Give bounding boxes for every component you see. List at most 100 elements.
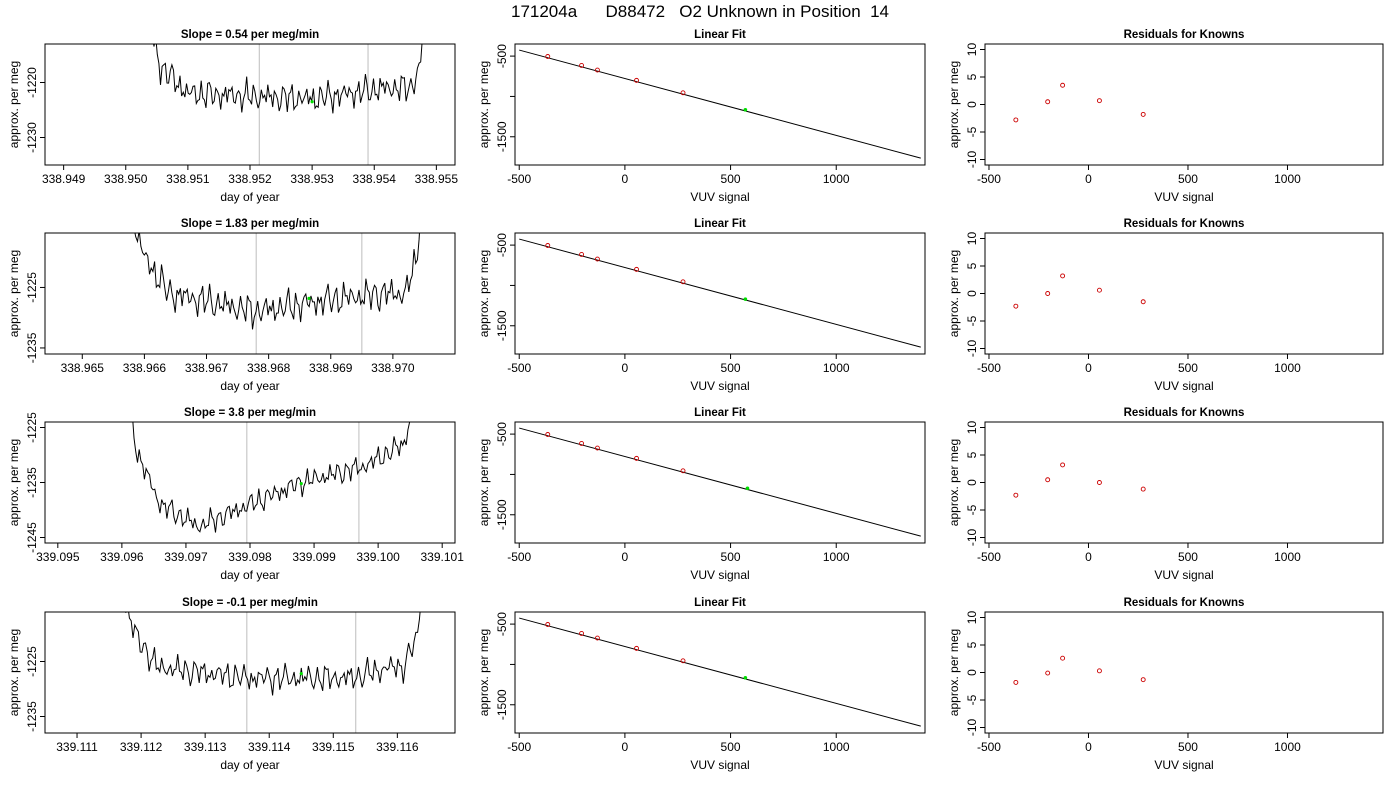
plot-frame — [514, 232, 926, 355]
x-tick-label: -500 — [507, 550, 531, 564]
plot-frame — [514, 43, 926, 166]
x-axis-label: day of year — [220, 379, 279, 393]
plot-area — [1013, 273, 1146, 309]
x-axis-label: VUV signal — [1154, 190, 1213, 204]
x-tick-label: 339.100 — [356, 550, 400, 564]
chart-title: Slope = 3.8 per meg/min — [184, 407, 316, 419]
x-tick-label: 338.949 — [42, 172, 86, 186]
plot-frame — [984, 611, 1384, 734]
y-tick-label: -5 — [965, 694, 979, 705]
y-tick-label: -500 — [495, 233, 509, 257]
x-tick-label: 338.967 — [185, 361, 229, 375]
x-axis-label: day of year — [220, 758, 279, 772]
y-tick-label: -500 — [495, 422, 509, 446]
x-tick-label: 339.115 — [312, 740, 355, 754]
known-point — [634, 266, 639, 272]
x-tick-label: 339.116 — [376, 740, 419, 754]
x-tick-label: 1000 — [823, 361, 850, 375]
x-tick-label: 338.955 — [415, 172, 459, 186]
unknown-marker — [307, 296, 311, 300]
signal-trace — [153, 44, 423, 114]
residual-point — [1013, 492, 1019, 498]
y-tick-label: 10 — [965, 611, 979, 625]
y-tick-label: 10 — [965, 43, 979, 57]
chart-panel-12: Residuals for Knowns -500 0 500 1000 VUV sign… — [947, 597, 1384, 772]
plot-area — [132, 422, 411, 543]
chart-panel-3: Residuals for Knowns -500 0 500 1000 VUV sign… — [947, 29, 1384, 204]
x-axis-label: day of year — [220, 568, 279, 582]
x-tick-label: 500 — [1178, 172, 1198, 186]
unknown-marker — [310, 100, 314, 104]
x-tick-label: 338.950 — [104, 172, 148, 186]
chart-title: Residuals for Knowns — [1124, 218, 1245, 230]
x-tick-label: -500 — [507, 361, 531, 375]
y-axis-label: approx. per meg — [477, 250, 491, 337]
plot-frame — [514, 421, 926, 544]
residual-point — [1013, 117, 1019, 123]
y-axis-label: approx. per meg — [947, 629, 961, 716]
x-tick-label: 500 — [721, 550, 741, 564]
chart-title: Slope = 1.83 per meg/min — [181, 218, 319, 230]
x-axis-label: VUV signal — [1154, 568, 1213, 582]
plot-frame — [44, 421, 456, 544]
x-tick-label: 338.953 — [290, 172, 334, 186]
y-axis-label: approx. per meg — [477, 61, 491, 148]
known-point — [594, 67, 600, 73]
chart-panel-2: Linear Fit -500 0 500 1000 VUV signal -1500 -50… — [477, 29, 926, 204]
y-axis-label: approx. per meg — [7, 250, 21, 337]
y-tick-label: -1225 — [25, 412, 39, 443]
known-point — [594, 445, 600, 451]
known-point — [680, 90, 686, 96]
plot-area — [519, 49, 921, 159]
y-tick-label: -1500 — [495, 310, 509, 341]
x-axis-label: VUV signal — [1154, 379, 1213, 393]
residual-point — [1096, 98, 1102, 104]
chart-title: Linear Fit — [694, 218, 746, 230]
y-tick-label: -10 — [965, 719, 979, 737]
x-tick-label: 1000 — [823, 172, 850, 186]
plot-area — [519, 238, 921, 348]
y-axis-label: approx. per meg — [7, 439, 21, 526]
residual-point — [1013, 303, 1019, 309]
chart-panel-1: Slope = 0.54 per meg/min 338.949 338.950 33… — [7, 29, 459, 204]
x-axis-label: VUV signal — [1154, 758, 1213, 772]
plot-area — [519, 617, 921, 727]
x-tick-label: 339.095 — [36, 550, 80, 564]
y-tick-label: -500 — [495, 44, 509, 68]
plot-area — [153, 44, 423, 165]
x-tick-label: 500 — [1178, 550, 1198, 564]
known-point — [634, 77, 639, 83]
y-axis-label: approx. per meg — [477, 629, 491, 716]
chart-panel-9: Residuals for Knowns -500 0 500 1000 VUV sign… — [947, 407, 1384, 582]
known-point — [634, 455, 639, 461]
residual-point — [1045, 99, 1051, 105]
plot-frame — [984, 421, 1384, 544]
y-tick-label: -1230 — [25, 122, 39, 153]
x-tick-label: 339.111 — [56, 740, 98, 754]
y-axis-label: approx. per meg — [947, 250, 961, 337]
x-tick-label: 338.969 — [309, 361, 353, 375]
x-tick-label: 339.114 — [248, 740, 291, 754]
x-tick-label: -500 — [977, 172, 1001, 186]
figure-title: 171204a D88472 O2 Unknown in Position 14 — [510, 2, 890, 21]
x-tick-label: 500 — [721, 361, 741, 375]
y-tick-label: -1245 — [25, 522, 39, 553]
y-tick-label: -1500 — [495, 121, 509, 152]
x-tick-label: 1000 — [823, 740, 850, 754]
y-tick-label: -10 — [965, 151, 979, 169]
plot-frame — [44, 611, 456, 734]
unknown-point — [745, 486, 750, 491]
chart-title: Linear Fit — [694, 29, 746, 41]
chart-title: Residuals for Knowns — [1124, 29, 1245, 41]
plot-frame — [514, 611, 926, 734]
chart-panel-8: Linear Fit -500 0 500 1000 VUV signal -1500 -50… — [477, 407, 926, 582]
x-axis-label: VUV signal — [690, 758, 749, 772]
residual-point — [1013, 679, 1019, 685]
residual-point — [1140, 111, 1146, 117]
fit-line — [519, 49, 921, 159]
x-tick-label: 338.965 — [61, 361, 105, 375]
chart-panel-6: Residuals for Knowns -500 0 500 1000 VUV sign… — [947, 218, 1384, 393]
x-tick-label: 338.970 — [371, 361, 415, 375]
residual-point — [1060, 273, 1066, 279]
x-tick-label: 0 — [622, 172, 629, 186]
